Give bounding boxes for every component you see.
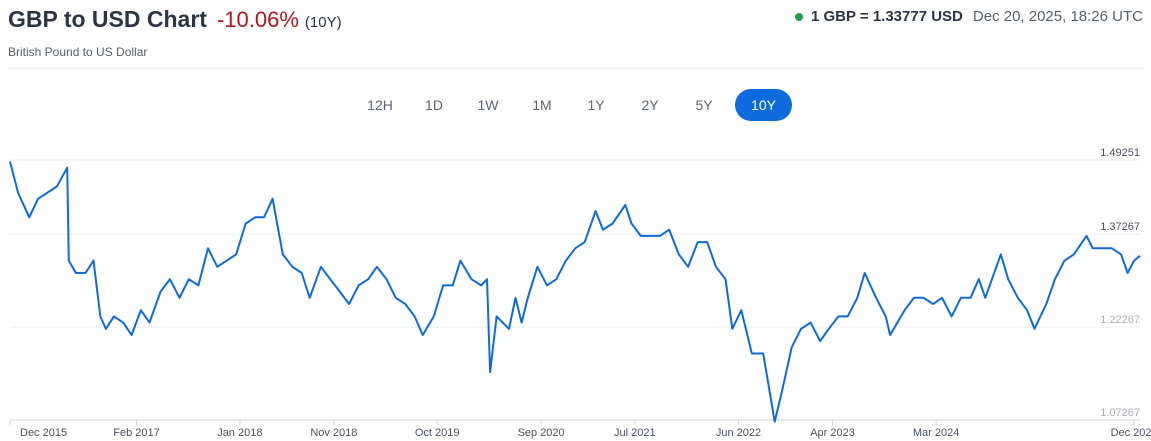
y-tick-label: 1.07267 [1100,407,1140,419]
x-tick-label: Jul 2021 [614,427,656,439]
x-tick-label: Feb 2017 [113,427,159,439]
series-line [9,161,1141,423]
x-tick-label: Sep 2020 [518,427,565,439]
x-tick-label: Nov 2018 [310,427,357,439]
rate-timestamp: Dec 20, 2025, 18:26 UTC [972,8,1143,25]
tab-1m[interactable]: 1M [532,97,552,113]
tab-1w[interactable]: 1W [477,97,499,113]
rate-row: 1 GBP = 1.33777 USD Dec 20, 2025, 18:26 … [794,8,1143,25]
x-tick-label: Dec 2025 [1111,427,1151,439]
title-row: GBP to USD Chart -10.06% (10Y) [8,6,342,33]
tab-5y[interactable]: 5Y [695,97,713,113]
tab-1d[interactable]: 1D [425,97,443,113]
x-tick-label: Mar 2024 [913,427,959,439]
tab-2y[interactable]: 2Y [641,97,659,113]
x-tick-label: Jan 2018 [217,427,262,439]
y-tick-label: 1.22267 [1100,314,1140,326]
gbp-usd-line-chart[interactable]: 1.49251 1.37267 1.22267 1.07267 Dec 2015 Feb … [0,140,1151,441]
tab-10y[interactable]: 10Y [735,89,792,121]
percent-change: -10.06% [216,7,299,32]
range-tabs: 12H 1D 1W 1M 1Y 2Y 5Y 10Y [353,89,792,121]
tab-1y[interactable]: 1Y [587,97,605,113]
y-tick-label: 1.49251 [1100,147,1140,159]
period-label: (10Y) [304,14,342,31]
page-title: GBP to USD Chart [8,6,207,32]
current-rate: 1 GBP = 1.33777 USD [810,8,963,25]
y-tick-label: 1.37267 [1100,221,1140,233]
x-tick-label: Apr 2023 [810,427,855,439]
page-subtitle: British Pound to US Dollar [8,45,148,59]
x-tick-label: Oct 2019 [415,427,460,439]
x-tick-label: Dec 2015 [20,427,67,439]
live-status-icon [794,12,803,21]
x-tick-label: Jun 2022 [716,427,761,439]
tab-12h[interactable]: 12H [367,97,393,113]
header-divider [8,68,1143,69]
